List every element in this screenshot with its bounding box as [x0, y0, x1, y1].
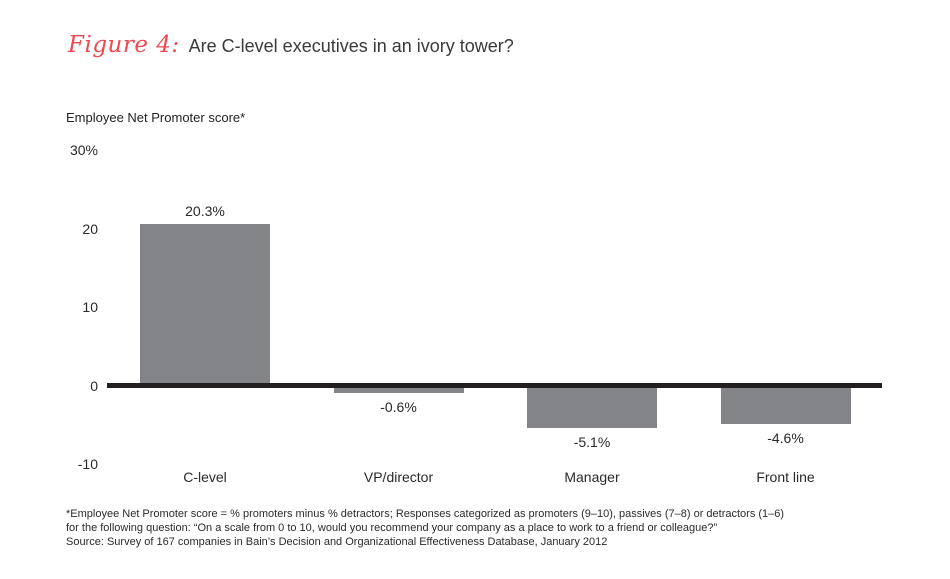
figure-number-label: Figure 4: — [68, 32, 180, 58]
y-axis-title: Employee Net Promoter score* — [66, 110, 246, 125]
bar-value-label-front-line: -4.6% — [767, 430, 804, 447]
bar-value-label-vp-director: -0.6% — [380, 398, 417, 415]
y-tick-label: -10 — [77, 456, 98, 472]
y-tick-label: 30% — [69, 142, 98, 158]
figure-heading: Figure 4: Are C-level executives in an i… — [68, 32, 514, 58]
bar-front-line — [720, 388, 851, 425]
y-tick-label: 10 — [82, 299, 98, 315]
category-label-c-level: C-level — [183, 469, 227, 485]
zero-baseline — [107, 383, 882, 388]
y-tick-label: 20 — [82, 221, 98, 237]
category-label-manager: Manager — [564, 469, 620, 485]
category-label-vp-director: VP/director — [363, 469, 434, 485]
bar-value-label-c-level: 20.3% — [185, 202, 225, 219]
bar-value-label-manager: -5.1% — [573, 434, 611, 451]
category-label-front-line: Front line — [756, 469, 815, 485]
footnote-line-1: *Employee Net Promoter score = % promote… — [66, 508, 785, 520]
bar-manager — [527, 388, 657, 429]
bar-c-level — [140, 223, 270, 383]
footnote-line-3: Source: Survey of 167 companies in Bain’… — [66, 536, 608, 548]
figure-title: Are C-level executives in an ivory tower… — [188, 36, 514, 56]
footnote-line-2: for the following question: “On a scale … — [66, 522, 718, 534]
bar-vp-director — [333, 388, 464, 393]
footnote: *Employee Net Promoter score = % promote… — [66, 507, 784, 549]
y-tick-label: 0 — [90, 378, 98, 394]
